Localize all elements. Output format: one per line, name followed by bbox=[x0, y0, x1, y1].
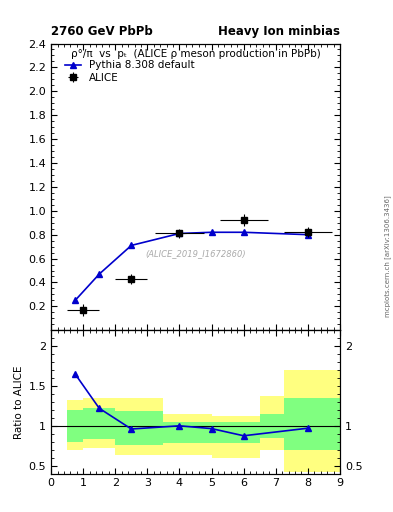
Pythia 8.308 default bbox=[209, 229, 214, 236]
Legend: Pythia 8.308 default, ALICE: Pythia 8.308 default, ALICE bbox=[62, 57, 198, 86]
Y-axis label: Ratio to ALICE: Ratio to ALICE bbox=[15, 365, 24, 439]
Bar bbox=[211, 416, 260, 458]
Bar bbox=[163, 414, 211, 455]
Pythia 8.308 default bbox=[97, 271, 101, 277]
Bar bbox=[83, 398, 115, 448]
Text: (ALICE_2019_I1672860): (ALICE_2019_I1672860) bbox=[145, 249, 246, 259]
Pythia 8.308 default bbox=[305, 231, 310, 238]
Bar bbox=[284, 398, 340, 450]
Text: Heavy Ion minbias: Heavy Ion minbias bbox=[218, 26, 340, 38]
Bar bbox=[163, 422, 211, 443]
Bar bbox=[115, 398, 163, 455]
Bar bbox=[260, 396, 284, 450]
Pythia 8.308 default bbox=[129, 242, 134, 248]
Bar bbox=[83, 408, 115, 439]
Text: 2760 GeV PbPb: 2760 GeV PbPb bbox=[51, 26, 153, 38]
Pythia 8.308 default bbox=[241, 229, 246, 236]
Bar bbox=[67, 410, 83, 442]
Bar bbox=[284, 370, 340, 472]
Line: Pythia 8.308 default: Pythia 8.308 default bbox=[72, 229, 310, 303]
Bar bbox=[115, 412, 163, 445]
Text: ρ°/π  vs  pₜ  (ALICE ρ meson production in PbPb): ρ°/π vs pₜ (ALICE ρ meson production in … bbox=[71, 49, 320, 59]
Bar bbox=[211, 422, 260, 443]
Pythia 8.308 default bbox=[73, 297, 77, 304]
Bar bbox=[67, 400, 83, 450]
Pythia 8.308 default bbox=[177, 230, 182, 237]
Bar bbox=[260, 414, 284, 438]
Text: mcplots.cern.ch [arXiv:1306.3436]: mcplots.cern.ch [arXiv:1306.3436] bbox=[384, 195, 391, 317]
